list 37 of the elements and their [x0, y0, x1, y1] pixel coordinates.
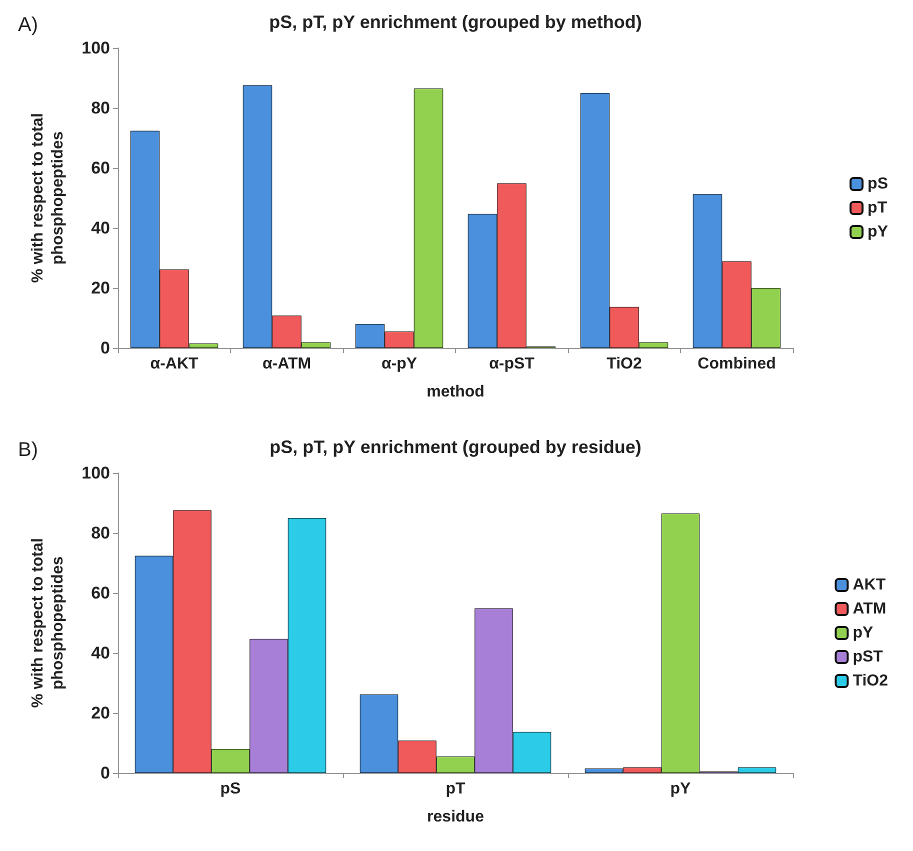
x-axis-title: residue	[427, 808, 484, 826]
y-tick-label: 0	[100, 338, 110, 358]
x-tick-label: pS	[220, 780, 242, 798]
y-tick-label: 20	[91, 278, 110, 298]
x-tick-label: α-ATM	[262, 356, 312, 372]
legend-label: AKT	[852, 576, 886, 594]
x-tick-label: α-pY	[381, 356, 418, 372]
legend-label: pY	[852, 624, 874, 642]
x-axis-title: method	[426, 384, 484, 400]
text: B)	[18, 439, 38, 461]
x-tick-label: pY	[670, 780, 692, 798]
legend-label: pY	[868, 224, 888, 240]
x-tick-label: TiO2	[606, 356, 642, 372]
legend-label: pT	[868, 200, 888, 216]
y-tick-label: 80	[91, 98, 110, 118]
y-tick-label: 100	[82, 464, 110, 482]
y-tick-label: 40	[91, 644, 110, 662]
y-tick-label: 80	[91, 524, 110, 542]
legend-label: pS	[868, 176, 888, 192]
y-tick-label: 40	[91, 218, 110, 238]
text: A)	[18, 14, 38, 36]
x-tick-label: α-AKT	[150, 356, 198, 372]
y-axis-title: % with respect to total phosphopeptides	[30, 113, 66, 283]
legend-label: TiO2	[852, 672, 888, 690]
legend-label: pST	[852, 648, 884, 666]
y-tick-label: 60	[91, 584, 110, 602]
y-tick-label: 0	[100, 764, 110, 782]
x-tick-label: Combined	[698, 356, 776, 372]
y-tick-label: 100	[82, 38, 110, 58]
x-tick-label: α-pST	[489, 356, 535, 372]
y-tick-label: 60	[91, 158, 110, 178]
y-tick-label: 20	[91, 704, 110, 722]
x-tick-label: pT	[446, 780, 466, 798]
y-axis-title: % with respect to total phosphopeptides	[30, 538, 66, 708]
legend-label: ATM	[852, 600, 886, 618]
chart-title: pS, pT, pY enrichment (grouped by residue)	[270, 437, 642, 457]
chart-title: pS, pT, pY enrichment (grouped by method)	[269, 12, 642, 32]
